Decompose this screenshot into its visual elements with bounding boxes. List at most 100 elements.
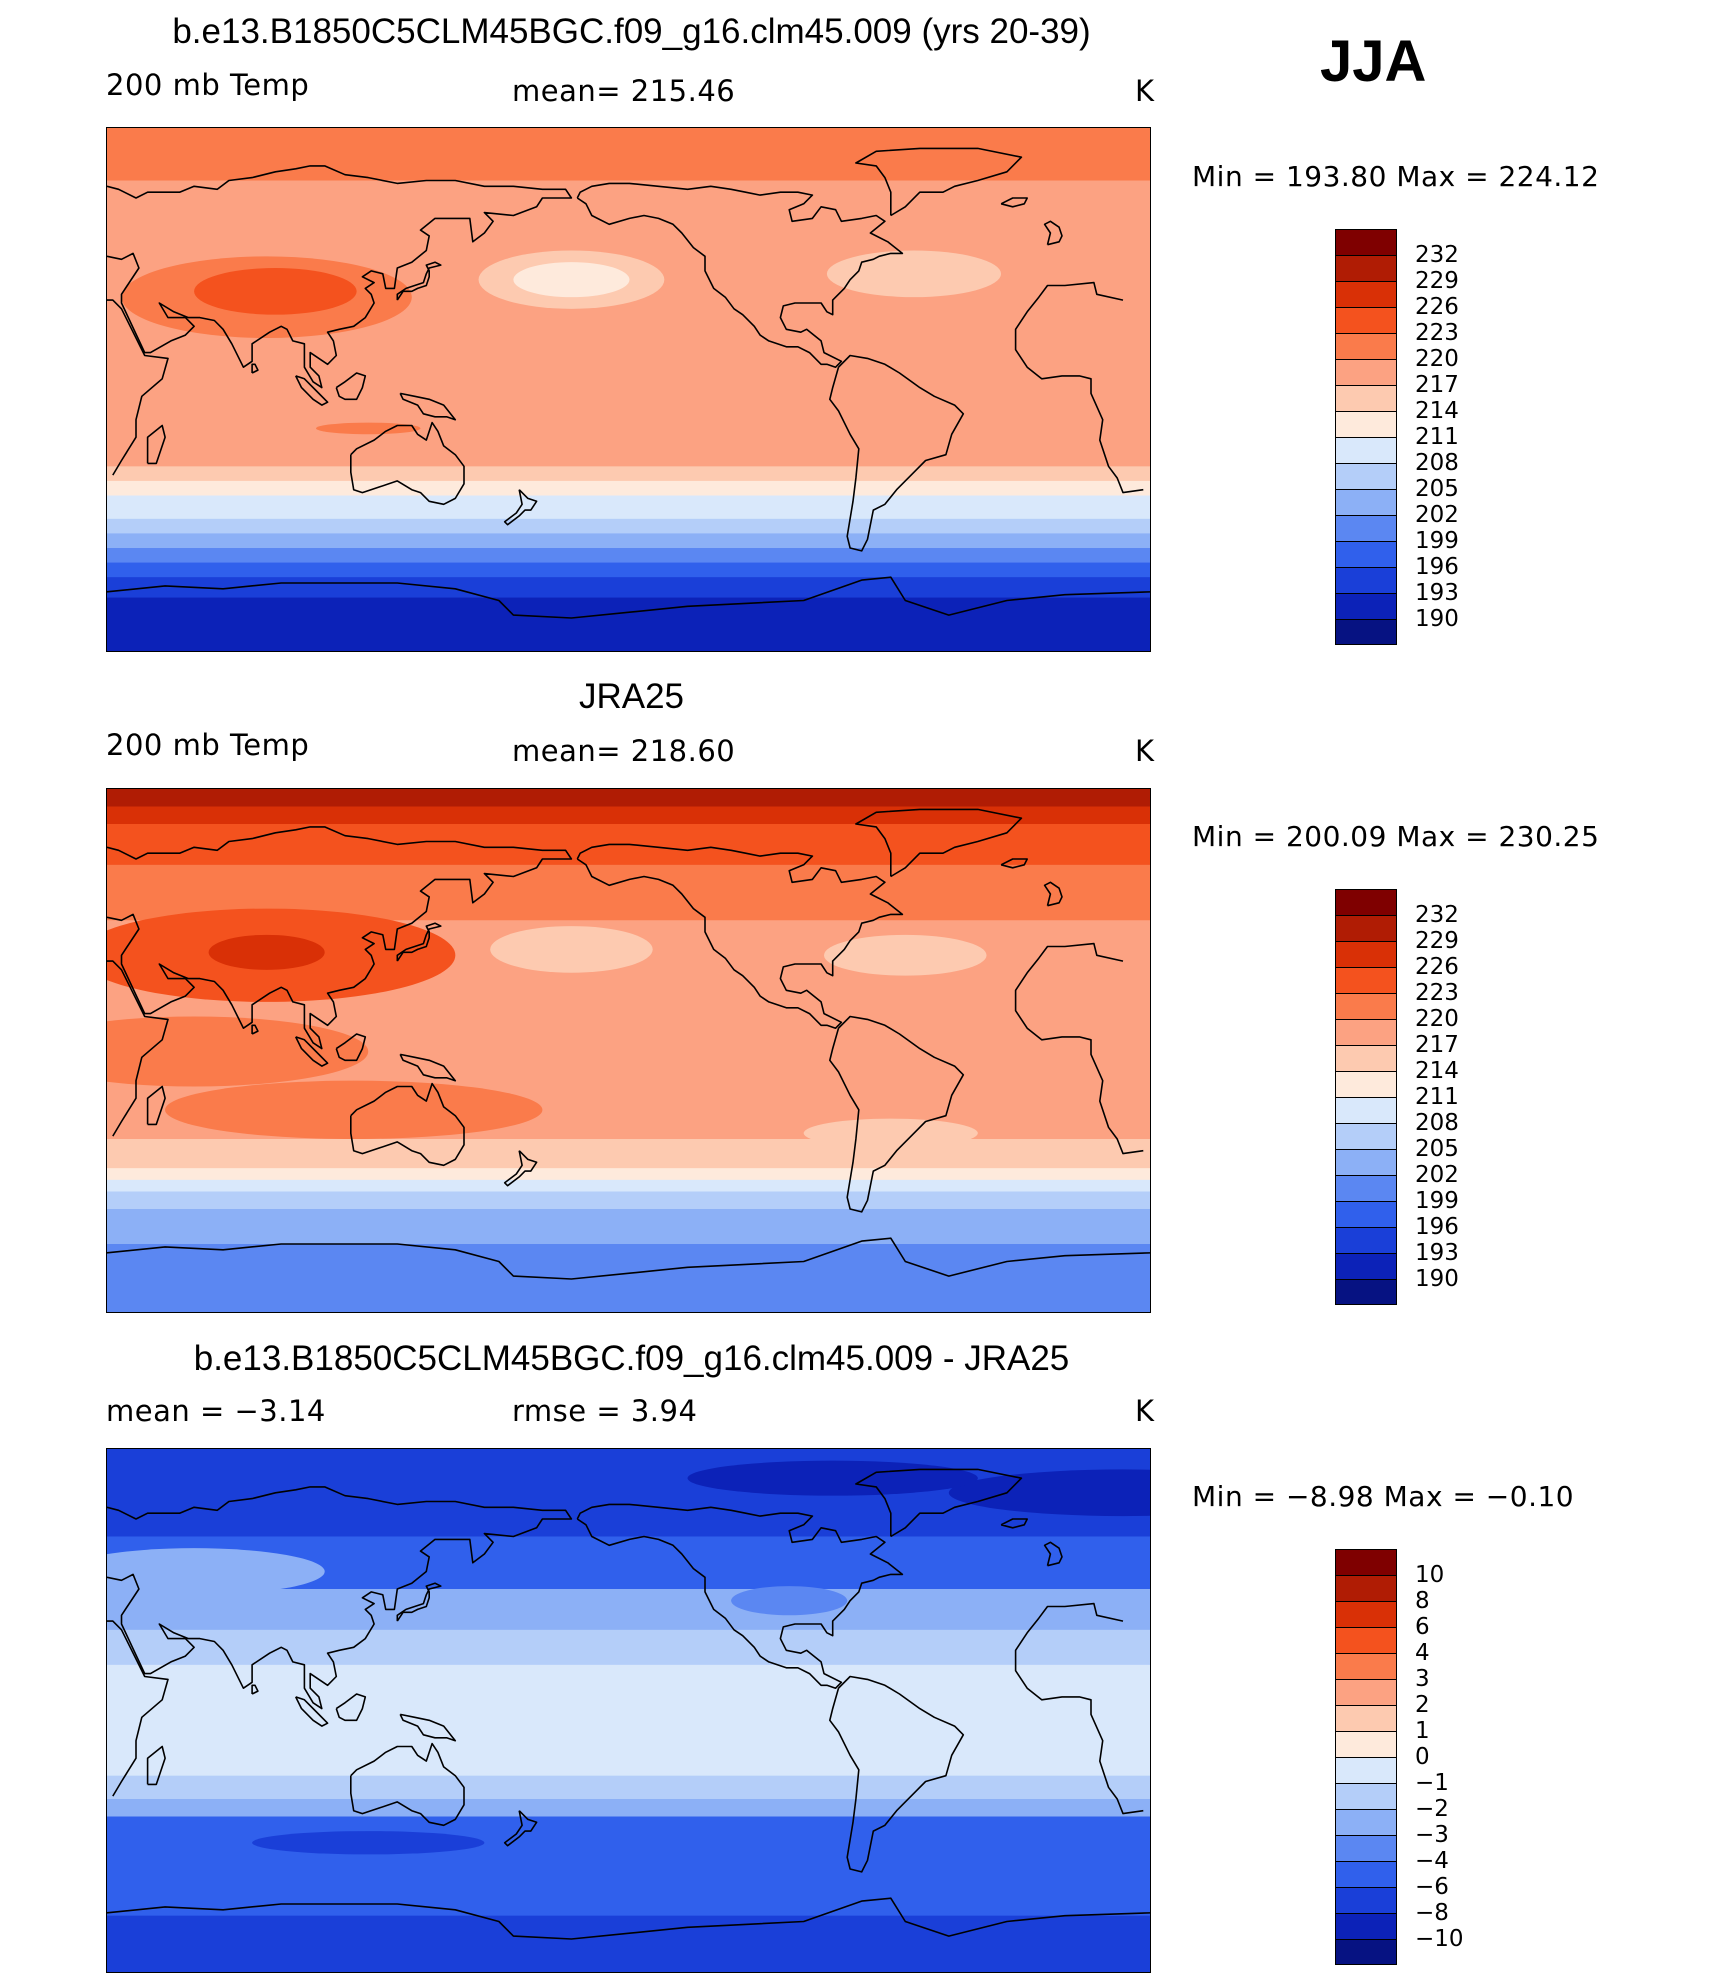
colorbar-tick-label: 10	[1415, 1562, 1445, 1588]
coastline	[107, 299, 169, 476]
colorbar-swatch	[1335, 359, 1397, 385]
colorbar-tick-label: 0	[1415, 1744, 1430, 1770]
colorbar-tick-label: 193	[1415, 1240, 1459, 1266]
coastline	[294, 1696, 329, 1727]
coastline	[335, 372, 367, 401]
contour-region	[687, 1460, 978, 1496]
colorbar-tick-label: 202	[1415, 502, 1459, 528]
coastline	[1000, 858, 1029, 869]
coastline	[1000, 1518, 1029, 1529]
colorbar-tick-label: 1	[1415, 1718, 1430, 1744]
panel-model-colorbar: 232 229 226 223 220 217 214 211 208 205 202 199 196 1…	[1335, 229, 1459, 645]
coastline	[503, 489, 538, 526]
colorbar-swatch	[1335, 593, 1397, 619]
contour-region	[252, 1831, 485, 1855]
colorbar-tick-label: 199	[1415, 528, 1459, 554]
colorbar-tick-label: 226	[1415, 954, 1459, 980]
coastline	[146, 1085, 166, 1126]
coastline	[107, 1620, 169, 1797]
colorbar-swatch	[1335, 411, 1397, 437]
contour-region	[823, 934, 987, 976]
colorbar-swatch	[1335, 515, 1397, 541]
colorbar-tick-label: −2	[1415, 1796, 1449, 1822]
colorbar-tick-label: 196	[1415, 554, 1459, 580]
contour-band	[107, 480, 1150, 497]
panel-diff-colorbar: 10 8 6 4 3 2 1 0 −1 −2 −3 −4 −6 −8 −10	[1335, 1549, 1464, 1965]
coastline	[503, 1810, 538, 1847]
contour-band	[107, 180, 1150, 269]
colorbar-swatch	[1335, 1227, 1397, 1253]
panel-model-map-svg	[107, 128, 1150, 651]
coastline	[335, 1693, 367, 1722]
panel-diff-title: b.e13.B1850C5CLM45BGC.f09_g16.clm45.009 …	[193, 1339, 1070, 1378]
coastline	[350, 1742, 465, 1827]
coastline	[1043, 220, 1063, 246]
colorbar-swatch	[1335, 255, 1397, 281]
coastline	[107, 1237, 1150, 1280]
panel-obs-units: K	[1135, 734, 1155, 768]
contour-band	[107, 1629, 1150, 1666]
colorbar-swatch	[1335, 1149, 1397, 1175]
colorbar-tick-label: 202	[1415, 1162, 1459, 1188]
contour-band	[107, 1775, 1150, 1800]
coastline	[1043, 1541, 1063, 1567]
panel-model-map	[106, 127, 1151, 652]
colorbar-tick-label: 190	[1415, 1266, 1459, 1292]
colorbar-swatch	[1335, 333, 1397, 359]
contour-region	[208, 934, 325, 970]
contour-region	[194, 268, 357, 315]
colorbar-swatch	[1335, 941, 1397, 967]
coastline	[251, 1684, 259, 1695]
colorbar-tick-label: 196	[1415, 1214, 1459, 1240]
colorbar-tick-label: −1	[1415, 1770, 1449, 1796]
contour-region	[107, 1016, 369, 1087]
colorbar-tick-label: −10	[1415, 1926, 1464, 1952]
panel-obs-variable-label: 200 mb Temp	[106, 728, 310, 762]
coastline	[1014, 1602, 1144, 1815]
panel-obs-colorbar: 232 229 226 223 220 217 214 211 208 205 202 199 196 1…	[1335, 889, 1459, 1305]
colorbar-swatch	[1335, 993, 1397, 1019]
contour-region	[165, 1080, 543, 1139]
panel-model-minmax: Min = 193.80 Max = 224.12	[1192, 160, 1600, 193]
colorbar-swatch	[1335, 1253, 1397, 1279]
contour-band	[107, 128, 1150, 182]
colorbar-swatch	[1335, 541, 1397, 567]
contour-band	[107, 1191, 1150, 1210]
colorbar-swatch	[1335, 489, 1397, 515]
colorbar-tick-label: 205	[1415, 476, 1459, 502]
coastline	[396, 1582, 442, 1622]
colorbar-tick-label: 217	[1415, 1032, 1459, 1058]
coastline	[576, 843, 904, 1029]
coastline	[396, 261, 442, 301]
coastline	[576, 182, 904, 368]
contour-band	[107, 1179, 1150, 1193]
colorbar-swatch	[1335, 1835, 1397, 1861]
coastline	[251, 363, 259, 374]
season-label: JJA	[1320, 29, 1427, 94]
contour-region	[826, 250, 1002, 298]
colorbar-tick-label: 229	[1415, 268, 1459, 294]
colorbar-swatch	[1335, 307, 1397, 333]
colorbar-swatch	[1335, 1045, 1397, 1071]
colorbar-swatch	[1335, 1601, 1397, 1627]
contour-band	[107, 1209, 1150, 1245]
coastline	[1000, 197, 1029, 208]
coastline	[107, 960, 169, 1137]
panel-obs-mean-label: mean= 218.60	[512, 734, 736, 768]
coastline	[335, 1033, 367, 1062]
colorbar-tick-label: 211	[1415, 1084, 1459, 1110]
panel-diff-minmax: Min = −8.98 Max = −0.10	[1192, 1480, 1575, 1513]
colorbar-tick-label: 223	[1415, 320, 1459, 346]
coastline	[396, 922, 442, 962]
contour-band	[107, 1816, 1150, 1917]
colorbar-swatch	[1335, 1549, 1397, 1575]
contour-region	[316, 422, 421, 435]
colorbar-swatch	[1335, 1731, 1397, 1757]
contour-band	[107, 548, 1150, 564]
colorbar-tick-label: −6	[1415, 1874, 1449, 1900]
panel-diff-rmse-label: rmse = 3.94	[512, 1394, 698, 1428]
panel-model-variable-label: 200 mb Temp	[106, 68, 310, 102]
colorbar-swatch	[1335, 1627, 1397, 1653]
colorbar-tick-label: −3	[1415, 1822, 1449, 1848]
coastline	[107, 1486, 573, 1710]
